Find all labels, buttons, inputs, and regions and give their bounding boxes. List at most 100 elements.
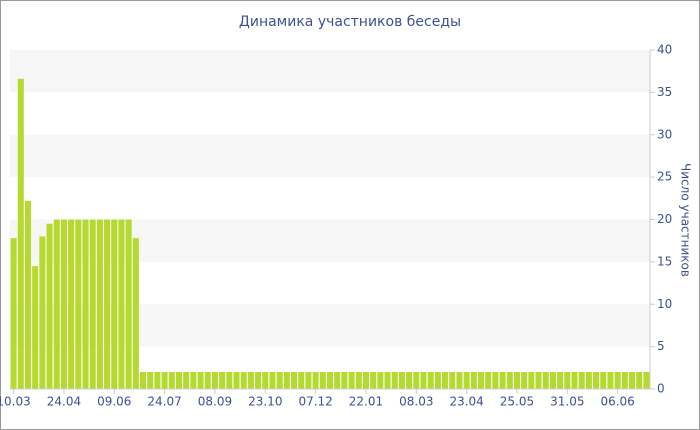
chart-title: Динамика участников беседы	[239, 14, 461, 30]
bar	[564, 372, 571, 389]
bar	[147, 372, 154, 389]
bar	[32, 266, 39, 389]
bar	[204, 372, 211, 389]
y-tick-label: 0	[657, 382, 665, 396]
bar	[600, 372, 607, 389]
bar	[398, 372, 405, 389]
y-tick-label: 20	[657, 212, 672, 226]
bar	[477, 372, 485, 389]
bar	[348, 372, 355, 389]
bar	[420, 372, 427, 389]
x-tick-label: 07.12	[298, 395, 332, 409]
bar	[183, 372, 190, 389]
x-tick-label: 23.04	[449, 395, 483, 409]
bar	[463, 372, 470, 389]
bar	[535, 372, 542, 389]
bar	[247, 372, 254, 389]
x-tick-label: 10.03	[0, 395, 31, 409]
bar	[362, 372, 369, 389]
bar	[485, 372, 492, 389]
bar	[607, 372, 614, 389]
bar	[326, 372, 334, 389]
bar	[168, 372, 175, 389]
bar	[470, 372, 477, 389]
grid-band	[10, 134, 650, 178]
bar	[140, 372, 147, 389]
bar	[312, 372, 319, 389]
bar	[442, 372, 449, 389]
y-tick-label: 40	[657, 43, 672, 57]
x-tick-label: 31.05	[550, 395, 584, 409]
bar	[614, 372, 621, 389]
x-tick-label: 06.06	[600, 395, 634, 409]
y-tick-label: 5	[657, 339, 665, 353]
bar	[513, 372, 520, 389]
bar	[89, 219, 96, 389]
bar	[341, 372, 348, 389]
x-tick-label: 08.03	[399, 395, 433, 409]
bar	[384, 372, 391, 389]
bar	[571, 372, 578, 389]
bar	[643, 372, 650, 389]
bar	[211, 372, 218, 389]
bar	[427, 372, 434, 389]
y-tick-label: 10	[657, 297, 672, 311]
bar	[118, 219, 125, 389]
x-tick-label: 23.10	[248, 395, 282, 409]
bar	[75, 219, 82, 389]
bar	[175, 372, 183, 389]
bar	[96, 219, 103, 389]
bar	[355, 372, 362, 389]
bar	[449, 372, 456, 389]
bar	[104, 219, 111, 389]
bar	[506, 372, 513, 389]
bar	[17, 78, 24, 389]
x-tick-label: 24.04	[47, 395, 81, 409]
y-axis-label: Число участников	[679, 163, 693, 277]
bar	[298, 372, 305, 389]
bar	[319, 372, 326, 389]
bar	[262, 372, 269, 389]
bar	[111, 219, 118, 389]
bar	[68, 219, 75, 389]
y-tick-label: 15	[657, 254, 672, 268]
bar	[240, 372, 247, 389]
bar	[391, 372, 398, 389]
bar	[370, 372, 377, 389]
bar	[406, 372, 413, 389]
x-tick-label: 24.07	[147, 395, 181, 409]
bar	[219, 372, 226, 389]
bar	[154, 372, 161, 389]
bar	[255, 372, 262, 389]
bar	[499, 372, 506, 389]
bar	[132, 238, 139, 389]
bar	[549, 372, 556, 389]
grid-band	[10, 50, 650, 93]
bar	[233, 372, 240, 389]
bar	[578, 372, 585, 389]
bar	[434, 372, 441, 389]
bar	[226, 372, 233, 389]
y-tick-label: 30	[657, 127, 672, 141]
y-tick-label: 25	[657, 170, 672, 184]
bar	[269, 372, 276, 389]
bar	[636, 372, 643, 389]
x-tick-label: 08.09	[198, 395, 232, 409]
bar	[46, 223, 53, 389]
bar	[492, 372, 499, 389]
x-tick-label: 22.01	[349, 395, 383, 409]
bar	[585, 372, 592, 389]
bar	[39, 236, 46, 389]
bar	[53, 219, 60, 389]
bar	[456, 372, 463, 389]
bar	[629, 372, 636, 389]
x-tick-label: 09.06	[97, 395, 131, 409]
bar	[557, 372, 564, 389]
bar	[60, 219, 67, 389]
y-tick-label: 35	[657, 85, 672, 99]
bar	[334, 372, 341, 389]
bar	[377, 372, 384, 389]
bar	[521, 372, 528, 389]
x-tick-label: 25.05	[500, 395, 534, 409]
